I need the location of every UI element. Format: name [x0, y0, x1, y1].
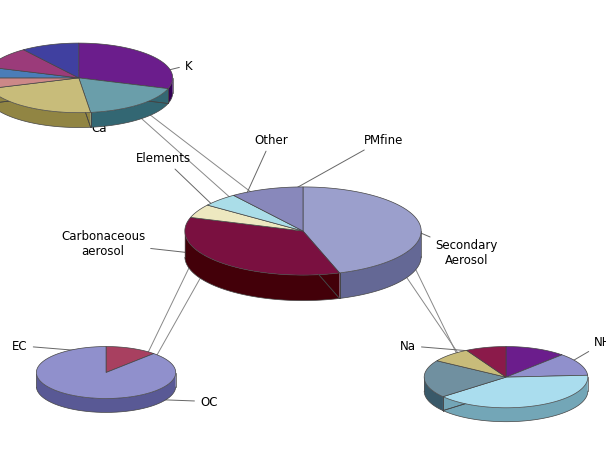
Text: Other: Other [241, 133, 288, 206]
Polygon shape [185, 218, 339, 275]
Polygon shape [0, 89, 90, 128]
Polygon shape [36, 347, 176, 399]
Text: PMfine: PMfine [278, 133, 403, 199]
Polygon shape [424, 377, 443, 411]
Text: Na: Na [400, 339, 526, 356]
Polygon shape [443, 377, 588, 422]
Polygon shape [207, 196, 303, 232]
Text: NH4: NH4 [564, 335, 606, 366]
Polygon shape [506, 347, 562, 377]
Text: K: K [39, 59, 193, 103]
Polygon shape [191, 206, 303, 232]
Polygon shape [424, 361, 506, 397]
Text: OC: OC [108, 395, 218, 408]
Polygon shape [437, 350, 506, 377]
Polygon shape [233, 188, 303, 232]
Text: Carbonaceous
aerosol: Carbonaceous aerosol [61, 230, 229, 257]
Polygon shape [79, 79, 168, 113]
Polygon shape [506, 355, 588, 377]
Polygon shape [168, 79, 173, 104]
Polygon shape [36, 373, 176, 413]
Text: Elements: Elements [136, 152, 222, 215]
Polygon shape [0, 79, 90, 113]
Polygon shape [0, 68, 79, 79]
Text: Ca: Ca [91, 103, 128, 135]
Polygon shape [90, 89, 168, 128]
Polygon shape [79, 44, 173, 89]
Polygon shape [339, 232, 421, 299]
Text: EC: EC [12, 339, 122, 354]
Text: Fe: Fe [0, 62, 141, 95]
Polygon shape [0, 79, 79, 89]
Polygon shape [106, 347, 154, 373]
Polygon shape [185, 232, 339, 301]
Polygon shape [443, 375, 588, 408]
Polygon shape [303, 188, 421, 273]
Polygon shape [467, 347, 506, 377]
Text: Secondary
Aerosol: Secondary Aerosol [405, 227, 498, 267]
Polygon shape [0, 50, 79, 79]
Polygon shape [24, 44, 79, 79]
